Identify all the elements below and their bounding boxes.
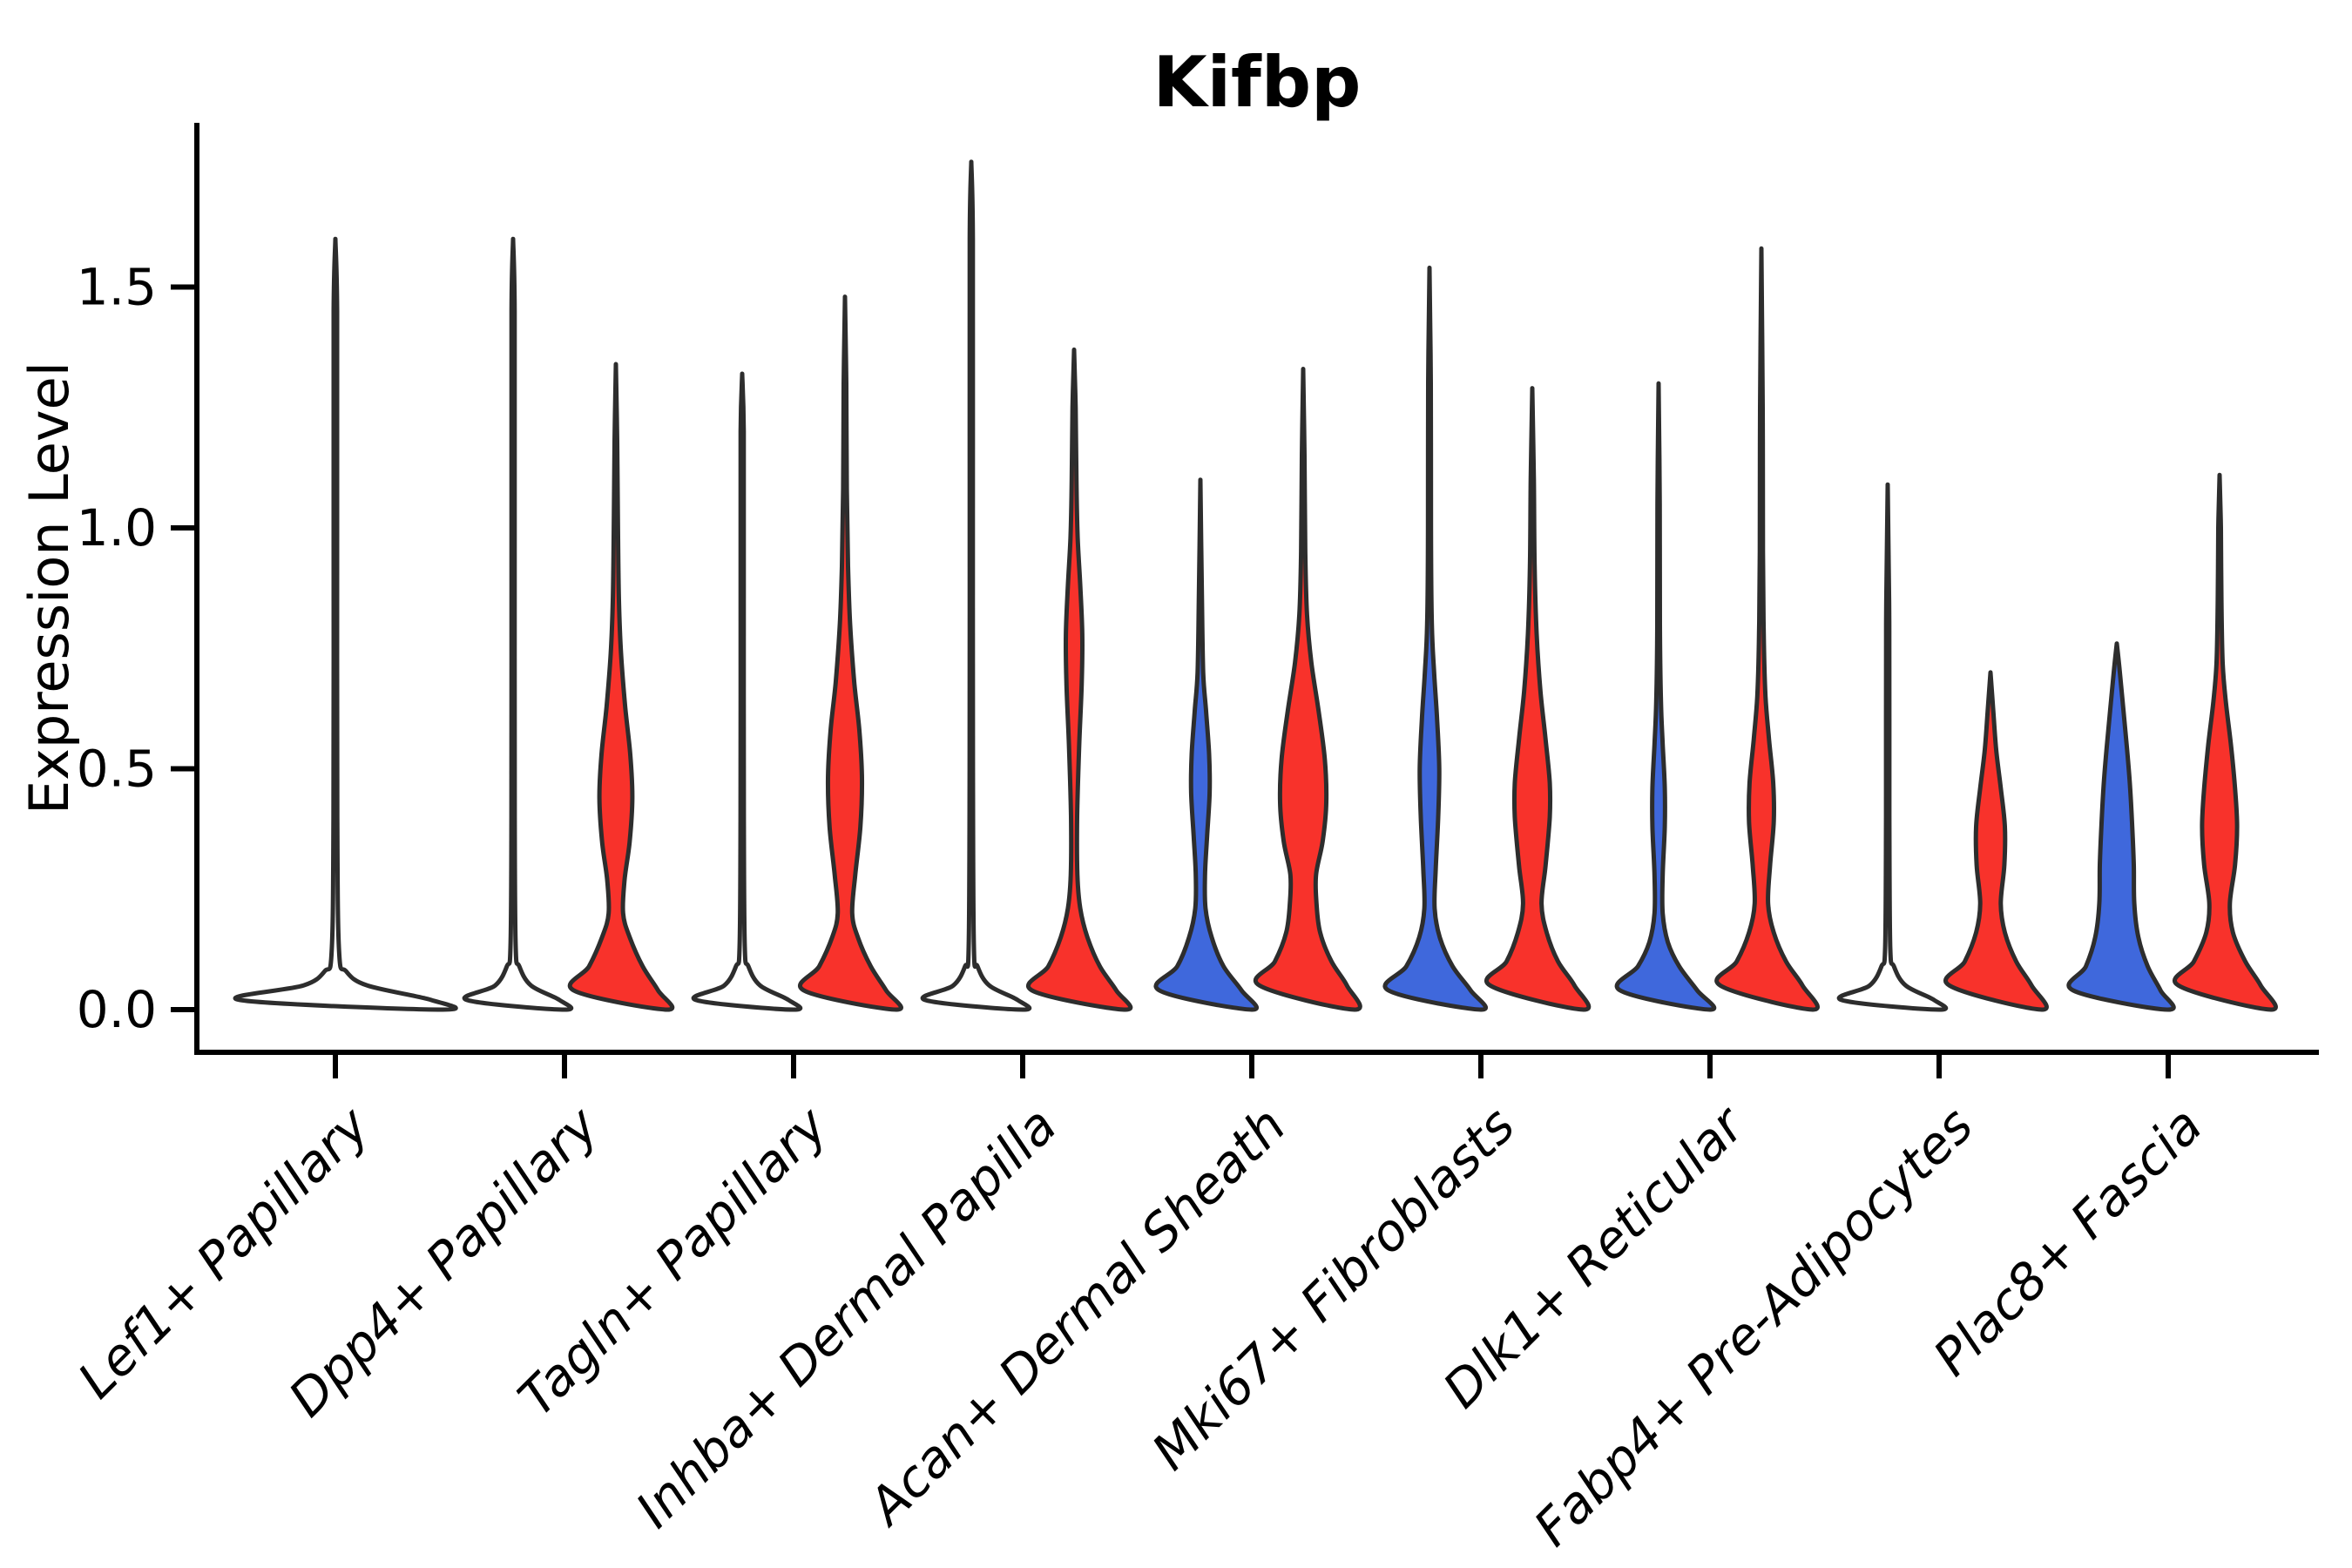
violin-fabp4-pre-adipocytes-right	[1943, 670, 2049, 1012]
x-tick-label: Acan+ Dermal Sheath	[855, 1096, 1297, 1538]
violins-layer	[233, 159, 2278, 1012]
x-tick-label: Inhba+ Dermal Papilla	[625, 1096, 1068, 1539]
y-axis-label: Expression Level	[17, 362, 81, 814]
violin-lef1-papillary-solo	[233, 236, 458, 1012]
violin-fabp4-pre-adipocytes-left	[1836, 482, 1949, 1012]
violin-tagln-papillary-right	[798, 294, 903, 1012]
violin-dlk1-reticular-right	[1714, 246, 1820, 1012]
y-tick-label: 1.0	[77, 498, 157, 558]
plot-title: Kifbp	[1153, 42, 1362, 123]
violin-mki67-fibroblasts-left	[1382, 265, 1489, 1012]
violin-tagln-papillary-left	[691, 371, 803, 1012]
violin-dpp4-papillary-left	[462, 236, 574, 1012]
y-axis-ticks: 0.0 0.5 1.0 1.5	[77, 258, 197, 1039]
violin-plac8-fascia-right	[2173, 472, 2278, 1012]
axes-spines	[194, 123, 2319, 1055]
violin-dlk1-reticular-left	[1614, 381, 1717, 1012]
y-tick-label: 1.5	[77, 258, 157, 317]
violin-acan-dermal-sheath-left	[1153, 477, 1260, 1012]
x-tick-label: Fabp4+ Pre-Adipocytes	[1523, 1096, 1984, 1558]
violin-dpp4-papillary-right	[567, 362, 675, 1012]
violin-plac8-fascia-left	[2066, 641, 2176, 1012]
violin-inhba-dermal-papilla-left	[920, 159, 1032, 1012]
y-tick-label: 0.0	[77, 980, 157, 1039]
y-tick-label: 0.5	[77, 740, 157, 799]
violin-inhba-dermal-papilla-right	[1026, 347, 1133, 1012]
violin-acan-dermal-sheath-right	[1253, 367, 1362, 1012]
violin-mki67-fibroblasts-right	[1484, 386, 1592, 1012]
